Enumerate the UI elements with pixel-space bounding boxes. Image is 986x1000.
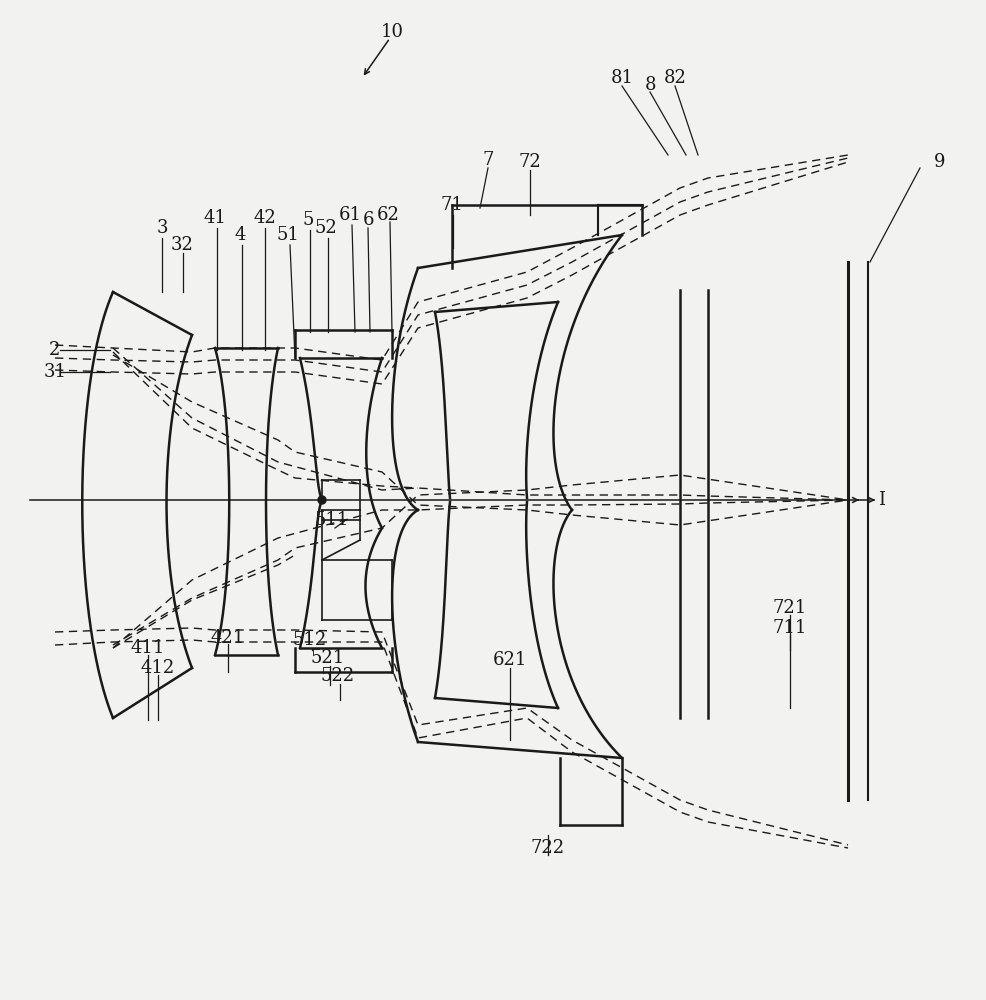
Text: 4: 4 <box>234 226 246 244</box>
Text: 522: 522 <box>320 667 355 685</box>
Text: 421: 421 <box>211 629 245 647</box>
Text: 8: 8 <box>644 76 655 94</box>
Text: 521: 521 <box>311 649 345 667</box>
Text: 621: 621 <box>492 651 527 669</box>
Text: 3: 3 <box>156 219 168 237</box>
Polygon shape <box>317 496 325 504</box>
Text: 42: 42 <box>253 209 276 227</box>
Text: 711: 711 <box>772 619 807 637</box>
Text: 722: 722 <box>530 839 565 857</box>
Text: 62: 62 <box>377 206 399 224</box>
Text: 6: 6 <box>362 211 374 229</box>
Text: 72: 72 <box>518 153 541 171</box>
Text: 32: 32 <box>171 236 193 254</box>
Text: 2: 2 <box>49 341 60 359</box>
Text: 10: 10 <box>381 23 403 41</box>
Text: 41: 41 <box>203 209 226 227</box>
Text: 52: 52 <box>315 219 337 237</box>
Text: 511: 511 <box>315 511 349 529</box>
Text: 412: 412 <box>141 659 175 677</box>
Text: 51: 51 <box>276 226 299 244</box>
Text: 7: 7 <box>482 151 493 169</box>
Text: 71: 71 <box>440 196 463 214</box>
Text: I: I <box>878 491 884 509</box>
Text: 512: 512 <box>293 631 326 649</box>
Text: 411: 411 <box>131 639 165 657</box>
Text: 31: 31 <box>43 363 66 381</box>
Text: 82: 82 <box>663 69 685 87</box>
Text: 721: 721 <box>772 599 807 617</box>
Text: 81: 81 <box>610 69 633 87</box>
Text: 9: 9 <box>934 153 945 171</box>
Text: 61: 61 <box>338 206 361 224</box>
Text: 5: 5 <box>302 211 314 229</box>
